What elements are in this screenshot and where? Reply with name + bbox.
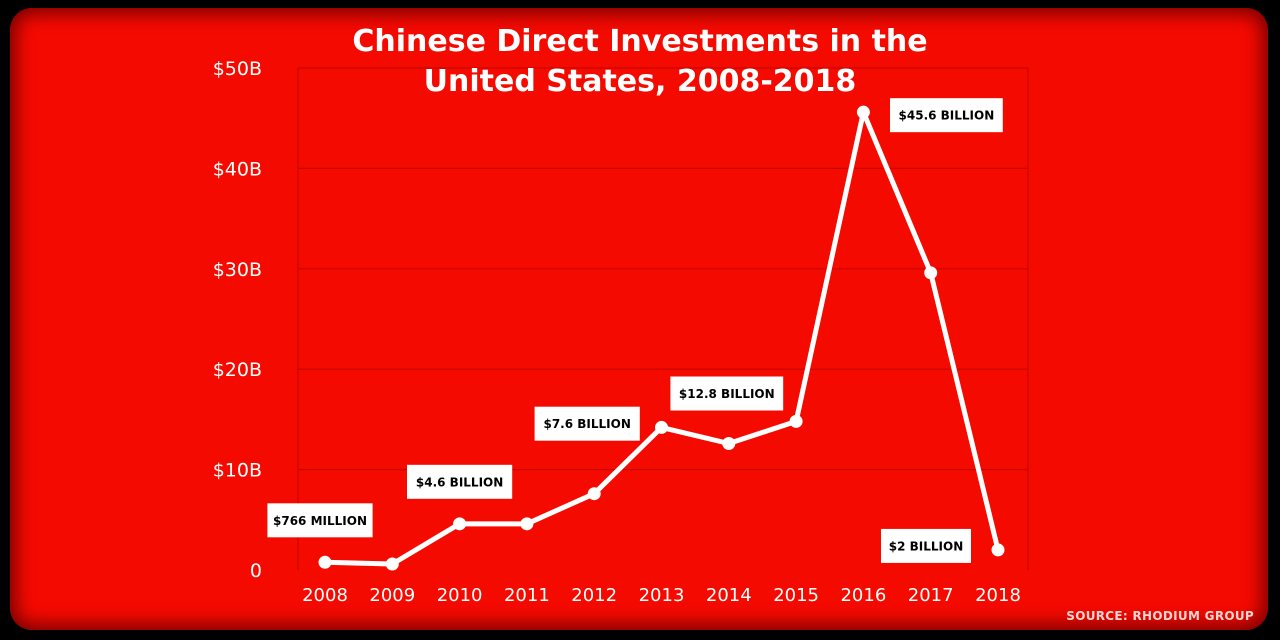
- x-tick-label: 2010: [437, 585, 483, 606]
- data-point: [924, 266, 938, 280]
- x-tick-label: 2015: [773, 585, 819, 606]
- data-point: [789, 414, 803, 428]
- x-tick-label: 2008: [302, 585, 348, 606]
- chart-panel: [10, 8, 1268, 630]
- data-label: $12.8 BILLION: [679, 387, 775, 401]
- y-tick-label: $40B: [213, 158, 262, 180]
- x-tick-label: 2016: [840, 585, 886, 606]
- x-tick-label: 2009: [369, 585, 415, 606]
- data-point: [385, 557, 399, 571]
- chart-title: Chinese Direct Investments in the United…: [0, 22, 1280, 102]
- data-point: [856, 105, 870, 119]
- chart-title-line-2: United States, 2008-2018: [423, 64, 857, 99]
- x-tick-label: 2012: [571, 585, 617, 606]
- y-tick-label: $50B: [213, 58, 262, 80]
- data-point: [722, 436, 736, 450]
- data-label: $4.6 BILLION: [416, 475, 503, 489]
- data-point: [520, 517, 534, 531]
- data-label: $766 MILLION: [273, 514, 367, 528]
- y-tick-label: $10B: [213, 460, 262, 482]
- x-tick-label: 2017: [908, 585, 954, 606]
- y-tick-label: $30B: [213, 259, 262, 281]
- data-label-box: [534, 406, 640, 441]
- data-label-box: [890, 98, 1003, 133]
- data-point: [655, 420, 668, 434]
- data-label: $7.6 BILLION: [543, 417, 630, 431]
- source-note: SOURCE: RHODIUM GROUP: [1066, 609, 1254, 623]
- data-label-box: [407, 464, 513, 499]
- data-point: [318, 555, 332, 569]
- data-label: $45.6 BILLION: [899, 109, 995, 123]
- y-tick-label: $20B: [213, 359, 262, 381]
- y-tick-label: 0: [250, 560, 262, 582]
- data-point: [587, 487, 601, 501]
- x-tick-label: 2018: [975, 585, 1021, 606]
- x-tick-label: 2013: [639, 585, 685, 606]
- data-label-box: [670, 376, 784, 411]
- data-label: $2 BILLION: [889, 539, 964, 553]
- x-tick-label: 2011: [504, 585, 550, 606]
- chart-title-line-1: Chinese Direct Investments in the: [352, 24, 928, 59]
- x-tick-label: 2014: [706, 585, 752, 606]
- data-label-box: [267, 503, 373, 538]
- data-label-box: [881, 528, 971, 563]
- data-point: [991, 543, 1005, 557]
- data-point: [453, 517, 467, 531]
